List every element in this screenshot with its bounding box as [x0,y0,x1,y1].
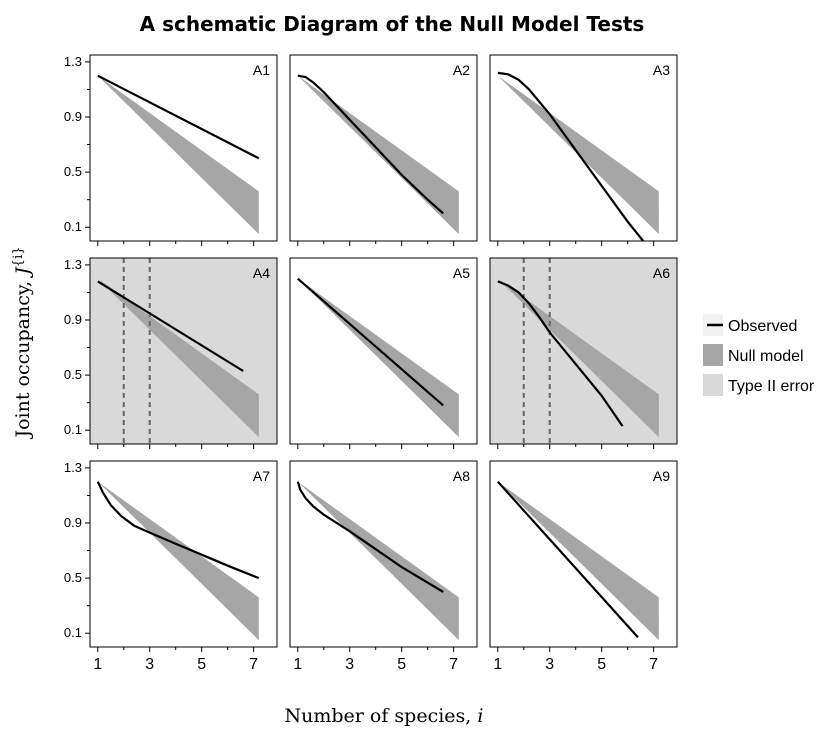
observed-line [97,280,244,372]
x-tick-label: 3 [345,656,354,673]
y-tick-label: 1.3 [64,54,82,69]
panel-frame [489,54,678,242]
panel-frame [289,54,478,242]
legend-item-null-model: Null model [703,344,804,366]
null-model-band [297,75,459,235]
panel-a5: A5 [289,257,478,449]
null-model-band [97,481,259,641]
panel-label: A8 [453,468,470,484]
observed-line [496,480,639,639]
legend: Observed Null model Type II error [703,314,815,396]
x-tick-label: 7 [249,656,258,673]
observed-line [297,277,444,407]
chart-title: A schematic Diagram of the Null Model Te… [139,12,645,36]
panel-frame [289,257,478,445]
observed-line [497,71,645,242]
panel-label: A3 [653,62,670,78]
legend-item-observed: Observed [703,314,797,336]
x-tick-label: 3 [545,656,554,673]
panel-frame [489,460,678,648]
null-model-band [297,278,459,438]
panel-label: A5 [453,265,470,281]
legend-label: Observed [728,318,797,335]
y-axis-label: Joint occupancy, J{i} [11,247,34,440]
y-tick-label: 0.1 [64,422,82,437]
panel-grid: A1 1.3 0.9 0.5 0.1 A2 A3 A4 1.3 0.9 0.5 0.1 A5 A6 A7 1.… [64,54,678,673]
panel-label: A6 [653,265,670,281]
y-tick-label: 0.5 [64,164,82,179]
x-tick-label: 5 [197,656,206,673]
y-tick-label: 0.9 [64,312,82,327]
panel-frame [289,460,478,648]
legend-label: Type II error [728,378,815,395]
panel-label: A2 [453,62,470,78]
x-axis-label-var: i [477,705,483,727]
panel-a8: A8 1 3 5 7 [289,460,478,673]
x-tick-label: 3 [145,656,154,673]
y-axis-label-var: J [12,266,34,279]
panel-a9: A9 1 3 5 7 [489,460,678,673]
observed-line [497,280,624,427]
y-tick-label: 1.3 [64,460,82,475]
panel-frame [89,54,278,242]
x-tick-label: 7 [449,656,458,673]
x-axis-label: Number of species, i [285,705,484,727]
observed-line [297,74,444,215]
panel-a2: A2 [289,54,478,246]
y-tick-label: 1.3 [64,257,82,272]
observed-line [296,481,444,593]
panel-label: A1 [253,62,270,78]
panel-label: A7 [253,468,270,484]
x-tick-label: 1 [93,656,102,673]
panel-frame [89,460,278,648]
x-tick-label: 5 [397,656,406,673]
legend-item-type2: Type II error [703,374,815,396]
panel-a4: A4 1.3 0.9 0.5 0.1 [64,257,278,449]
null-model-band [97,278,259,438]
observed-line [96,481,260,580]
panel-a3: A3 [489,54,678,246]
panel-label: A9 [653,468,670,484]
x-tick-label: 1 [493,656,502,673]
panel-label: A4 [253,265,270,281]
x-tick-label: 5 [597,656,606,673]
null-model-band [497,481,659,641]
panel-frame [489,257,678,445]
observed-line [97,74,260,160]
panel-a7: A7 1.3 0.9 0.5 0.1 1 3 5 7 [64,460,278,673]
panel-a1: A1 1.3 0.9 0.5 0.1 [64,54,278,246]
panel-frame [89,257,278,445]
legend-label: Null model [728,348,804,365]
null-model-band [497,278,659,438]
legend-swatch [703,344,723,366]
null-model-band [297,481,459,641]
y-tick-label: 0.9 [64,109,82,124]
x-tick-label: 1 [293,656,302,673]
y-tick-label: 0.1 [64,219,82,234]
y-axis-label-sup: {i} [11,247,26,268]
y-tick-label: 0.5 [64,570,82,585]
legend-swatch [703,374,723,396]
null-model-band [97,75,259,235]
y-tick-label: 0.1 [64,625,82,640]
panel-a6: A6 [489,257,678,449]
y-tick-label: 0.5 [64,367,82,382]
y-tick-label: 0.9 [64,515,82,530]
x-tick-label: 7 [649,656,658,673]
